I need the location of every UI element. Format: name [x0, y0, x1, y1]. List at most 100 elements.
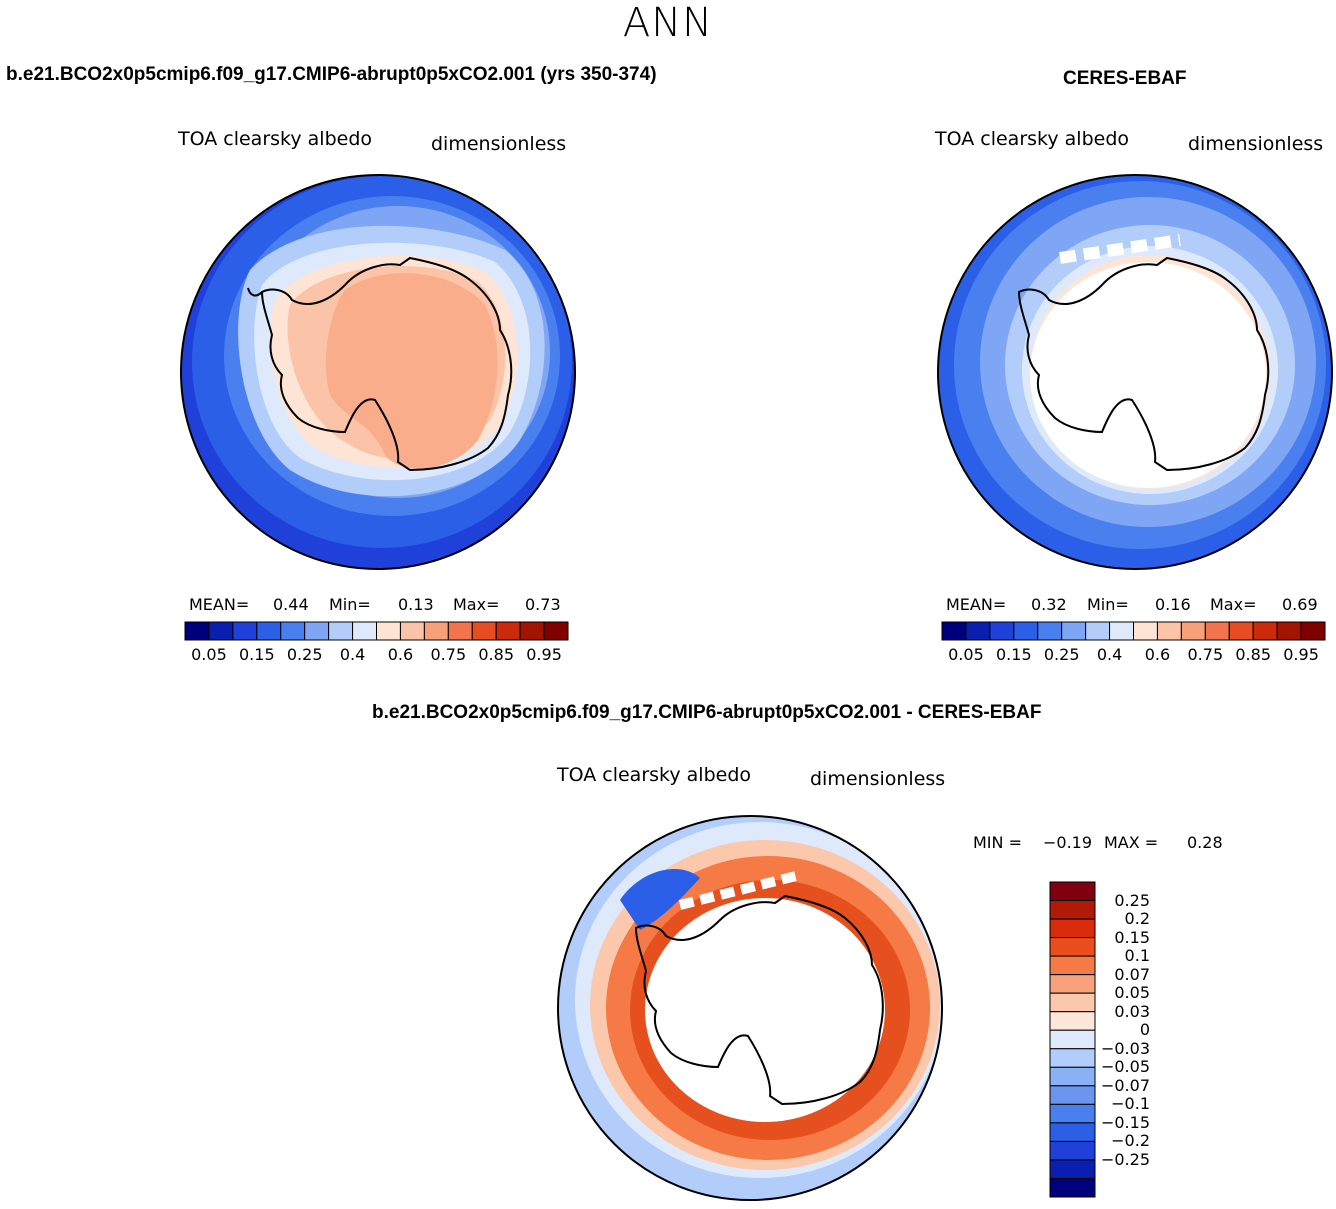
diff-colorbar-tick-label: −0.25: [1100, 1149, 1150, 1169]
diff-colorbar-tick-label: 0.15: [1114, 927, 1150, 947]
model-colorbar: [184, 621, 569, 641]
obs-min-label: Min=: [1087, 595, 1129, 614]
model-colorbar-swatch: [304, 621, 330, 641]
model-mean-value: 0.44: [273, 595, 309, 614]
diff-colorbar: [1049, 881, 1096, 1198]
model-min-value: 0.13: [398, 595, 434, 614]
obs-colorbar-swatch: [1228, 621, 1254, 641]
diff-colorbar-tick-label: −0.15: [1100, 1112, 1150, 1132]
model-colorbar-tick-label: 0.05: [191, 645, 227, 664]
obs-colorbar-swatch: [989, 621, 1015, 641]
obs-colorbar-swatch: [1300, 621, 1326, 641]
obs-colorbar-swatch: [941, 621, 967, 641]
obs-mean-value: 0.32: [1031, 595, 1067, 614]
model-colorbar-swatch: [352, 621, 377, 641]
diff-colorbar-swatch: [1049, 974, 1096, 994]
diff-colorbar-tick-label: −0.1: [1111, 1094, 1150, 1114]
obs-colorbar-swatch: [1037, 621, 1063, 641]
model-colorbar-swatch: [399, 621, 425, 641]
diff-colorbar-swatch: [1049, 1122, 1096, 1142]
diff-colorbar-swatch: [1049, 900, 1096, 920]
obs-variable-label: TOA clearsky albedo: [935, 128, 1129, 150]
diff-colorbar-swatch: [1049, 992, 1096, 1013]
obs-colorbar-swatch: [1252, 621, 1278, 641]
model-max-label: Max=: [453, 595, 500, 614]
obs-colorbar-swatch: [1133, 621, 1158, 641]
obs-colorbar-tick-label: 0.25: [1043, 645, 1080, 664]
model-colorbar-swatch: [495, 621, 521, 641]
model-max-value: 0.73: [525, 595, 561, 614]
diff-colorbar-swatch: [1049, 881, 1096, 902]
model-colorbar-tick-label: 0.95: [526, 645, 562, 664]
diff-max-label: MAX =: [1104, 833, 1159, 852]
model-colorbar-tick-label: 0.85: [478, 645, 514, 664]
diff-colorbar-swatch: [1049, 918, 1096, 939]
diff-colorbar-swatch: [1049, 1029, 1096, 1050]
diff-colorbar-tick-label: 0.1: [1124, 946, 1150, 966]
obs-colorbar-swatch: [1276, 621, 1302, 641]
model-mean-label: MEAN=: [189, 595, 250, 614]
diff-panel-title: b.e21.BCO2x0p5cmip6.f09_g17.CMIP6-abrupt…: [372, 702, 1042, 723]
model-map: [180, 174, 576, 570]
diff-colorbar-swatch: [1049, 1011, 1096, 1031]
obs-colorbar-swatch: [1180, 621, 1206, 641]
model-colorbar-swatch: [256, 621, 282, 641]
diff-colorbar-swatch: [1049, 1177, 1096, 1198]
diff-colorbar-tick-label: 0.03: [1114, 1001, 1150, 1021]
diff-colorbar-swatch: [1049, 1066, 1096, 1087]
diff-min-label: MIN =: [973, 833, 1022, 852]
obs-colorbar-tick-label: 0.6: [1144, 645, 1171, 664]
season-title: ANN: [622, 0, 714, 46]
obs-map: [937, 174, 1333, 570]
model-colorbar-swatch: [208, 621, 234, 641]
obs-units-label: dimensionless: [1188, 133, 1324, 155]
obs-mean-label: MEAN=: [946, 595, 1007, 614]
model-colorbar-swatch: [471, 621, 497, 641]
diff-colorbar-tick-label: −0.03: [1100, 1038, 1150, 1058]
model-colorbar-swatch: [519, 621, 545, 641]
obs-colorbar-tick-label: 0.05: [948, 645, 984, 664]
obs-colorbar: [941, 621, 1326, 641]
diff-colorbar-swatch: [1049, 955, 1096, 976]
diff-map: [557, 815, 943, 1201]
diff-colorbar-swatch: [1049, 937, 1096, 957]
obs-colorbar-tick-label: 0.95: [1283, 645, 1319, 664]
obs-colorbar-tick-label: 0.85: [1235, 645, 1271, 664]
diff-colorbar-tick-label: −0.2: [1111, 1131, 1150, 1151]
diff-colorbar-swatch: [1049, 1048, 1096, 1068]
obs-colorbar-tick-label: 0.75: [1187, 645, 1224, 664]
obs-colorbar-swatch: [1013, 621, 1039, 641]
obs-min-value: 0.16: [1155, 595, 1191, 614]
diff-colorbar-tick-label: −0.07: [1100, 1075, 1150, 1095]
obs-panel-title: CERES-EBAF: [1063, 68, 1187, 89]
model-variable-label: TOA clearsky albedo: [178, 128, 372, 150]
diff-colorbar-tick-label: 0.2: [1124, 909, 1150, 929]
obs-colorbar-tick-label: 0.15: [996, 645, 1032, 664]
diff-variable-label: TOA clearsky albedo: [557, 764, 751, 786]
diff-colorbar-tick-label: 0.07: [1114, 964, 1150, 984]
model-units-label: dimensionless: [431, 133, 567, 155]
diff-units-label: dimensionless: [810, 768, 946, 790]
model-colorbar-swatch: [423, 621, 449, 641]
model-colorbar-tick-label: 0.4: [339, 645, 366, 664]
model-colorbar-swatch: [280, 621, 306, 641]
diff-colorbar-swatch: [1049, 1159, 1096, 1179]
diff-colorbar-tick-label: −0.05: [1100, 1057, 1150, 1077]
diff-colorbar-tick-label: 0.25: [1114, 890, 1150, 910]
model-min-label: Min=: [329, 595, 371, 614]
model-colorbar-swatch: [543, 621, 569, 641]
obs-colorbar-swatch: [1204, 621, 1230, 641]
model-colorbar-swatch: [376, 621, 401, 641]
model-colorbar-swatch: [184, 621, 210, 641]
diff-colorbar-swatch: [1049, 1085, 1096, 1105]
obs-colorbar-swatch: [1109, 621, 1134, 641]
obs-colorbar-swatch: [1085, 621, 1111, 641]
obs-max-value: 0.69: [1282, 595, 1318, 614]
obs-colorbar-swatch: [1061, 621, 1087, 641]
diff-min-value: −0.19: [1043, 833, 1093, 852]
model-colorbar-tick-label: 0.25: [286, 645, 323, 664]
obs-colorbar-tick-label: 0.4: [1096, 645, 1123, 664]
obs-colorbar-swatch: [1156, 621, 1182, 641]
model-colorbar-swatch: [232, 621, 258, 641]
